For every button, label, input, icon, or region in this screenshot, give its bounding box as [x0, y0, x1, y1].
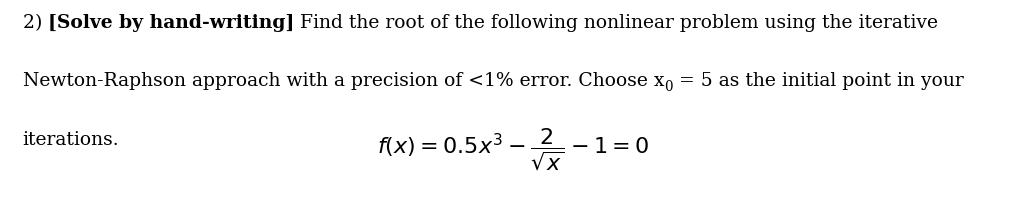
- Text: = 5 as the initial point in your: = 5 as the initial point in your: [673, 72, 963, 90]
- Text: $f(x) = 0.5x^3 - \dfrac{2}{\sqrt{x}} - 1 = 0$: $f(x) = 0.5x^3 - \dfrac{2}{\sqrt{x}} - 1…: [377, 126, 649, 172]
- Text: Newton-Raphson approach with a precision of <1% error. Choose x: Newton-Raphson approach with a precision…: [23, 72, 664, 90]
- Text: 2): 2): [23, 14, 48, 32]
- Text: iterations.: iterations.: [23, 131, 119, 149]
- Text: Find the root of the following nonlinear problem using the iterative: Find the root of the following nonlinear…: [294, 14, 939, 32]
- Text: [Solve by hand-writing]: [Solve by hand-writing]: [48, 14, 294, 32]
- Text: 0: 0: [664, 80, 673, 94]
